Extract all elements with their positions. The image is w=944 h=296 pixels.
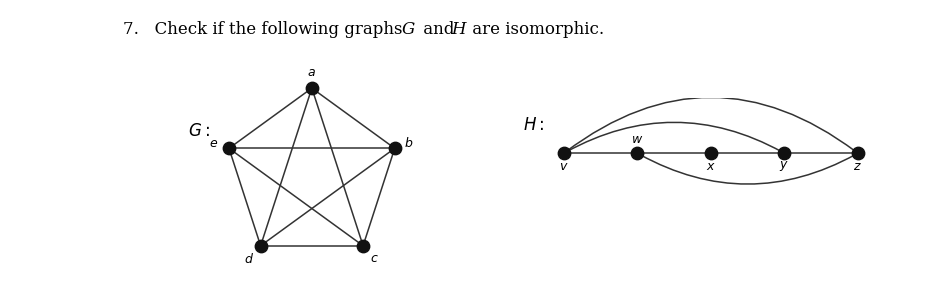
Point [221, 146, 236, 151]
Text: G: G [401, 21, 414, 38]
Text: and: and [417, 21, 459, 38]
Text: H: H [450, 21, 464, 38]
Text: $H:$: $H:$ [523, 117, 545, 134]
Text: $w$: $w$ [631, 133, 643, 147]
Point [629, 151, 644, 156]
Text: $x$: $x$ [705, 160, 715, 173]
FancyArrowPatch shape [565, 122, 781, 152]
Text: $z$: $z$ [852, 160, 861, 173]
Text: 7.   Check if the following graphs: 7. Check if the following graphs [123, 21, 407, 38]
Text: are isomorphic.: are isomorphic. [466, 21, 603, 38]
Text: $G:$: $G:$ [188, 123, 210, 140]
Text: $d$: $d$ [244, 252, 254, 266]
Text: $c$: $c$ [370, 252, 379, 265]
Text: $y$: $y$ [779, 160, 788, 173]
Text: $v$: $v$ [559, 160, 568, 173]
Point [355, 243, 370, 248]
FancyArrowPatch shape [565, 97, 854, 152]
Text: $b$: $b$ [403, 136, 413, 150]
Point [702, 151, 717, 156]
Point [387, 146, 402, 151]
Point [850, 151, 865, 156]
Point [253, 243, 268, 248]
Text: $e$: $e$ [209, 137, 218, 149]
Point [304, 86, 319, 91]
FancyArrowPatch shape [639, 155, 854, 184]
Point [776, 151, 791, 156]
Point [556, 151, 571, 156]
Text: $a$: $a$ [307, 66, 316, 79]
